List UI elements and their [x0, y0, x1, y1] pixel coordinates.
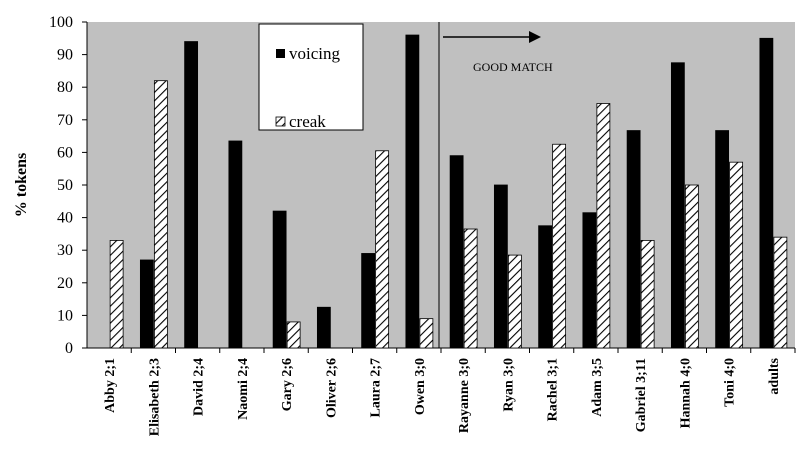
- bar-group: [109, 34, 796, 353]
- y-axis-ticks: 0 10 20 30 40 50 60 70 80 90 100: [49, 14, 87, 357]
- y-tick-label: 100: [49, 14, 73, 31]
- bar-voicing: [759, 37, 774, 349]
- bar-creak: [684, 184, 699, 349]
- bar-creak: [153, 80, 168, 349]
- bar-voicing: [715, 130, 730, 349]
- bar-voicing: [582, 212, 597, 349]
- x-category-label: Toni 4;0: [723, 358, 738, 407]
- bar-creak: [109, 240, 124, 349]
- x-category-label: Gary 2;6: [280, 358, 295, 411]
- legend-swatch-voicing: [276, 49, 285, 58]
- x-category-label: Rachel 3;1: [546, 358, 561, 421]
- legend-label-voicing: voicing: [289, 44, 340, 63]
- x-category-label: Abby 2;1: [103, 358, 118, 413]
- bar-voicing: [184, 41, 199, 349]
- bar-creak: [463, 228, 478, 349]
- y-tick-label: 20: [57, 275, 73, 292]
- legend-label-creak: creak: [289, 112, 326, 131]
- bar-creak: [286, 321, 301, 349]
- x-category-label: Gabriel 3;11: [634, 358, 649, 432]
- y-tick-label: 80: [57, 79, 73, 96]
- bar-voicing: [626, 130, 641, 349]
- y-tick-label: 40: [57, 210, 73, 227]
- x-category-label: Elisabeth 2;3: [147, 358, 162, 436]
- bar-creak: [773, 236, 788, 349]
- x-category-label: Laura 2;7: [369, 358, 384, 418]
- y-tick-label: 50: [57, 177, 73, 194]
- y-tick-label: 90: [57, 47, 73, 64]
- legend-box: [258, 23, 364, 131]
- legend: voicing creak: [258, 23, 364, 131]
- bar-creak: [729, 161, 744, 349]
- bar-voicing: [405, 34, 420, 349]
- y-axis-label: % tokens: [13, 153, 30, 217]
- x-category-label: Ryan 3;0: [501, 358, 516, 412]
- bar-creak: [419, 318, 434, 349]
- x-category-label: Rayanne 3;0: [457, 358, 472, 433]
- good-match-label: GOOD MATCH: [473, 60, 553, 74]
- bar-voicing: [272, 210, 287, 349]
- bar-creak: [596, 103, 611, 349]
- x-category-label: Oliver 2;6: [324, 358, 339, 418]
- bar-voicing: [538, 225, 553, 349]
- y-tick-label: 60: [57, 144, 73, 161]
- x-category-label: Hannah 4;0: [678, 358, 693, 428]
- bar-creak: [552, 143, 567, 349]
- y-tick-label: 10: [57, 307, 73, 324]
- y-tick-label: 0: [65, 340, 73, 357]
- good-match-annotation: GOOD MATCH: [443, 31, 553, 74]
- y-tick-label: 70: [57, 112, 73, 129]
- bar-creak: [640, 240, 655, 349]
- bar-creak: [375, 150, 390, 349]
- x-category-label: Adam 3;5: [590, 358, 605, 417]
- bar-voicing: [139, 259, 154, 349]
- bar-voicing: [449, 155, 464, 349]
- x-category-label: adults: [767, 357, 782, 394]
- x-category-label: Naomi 2;4: [236, 358, 251, 420]
- y-tick-label: 30: [57, 242, 73, 259]
- x-axis-labels: Abby 2;1 Elisabeth 2;3 David 2;4 Naomi 2;4 G…: [103, 357, 782, 436]
- x-category-label: Owen 3;0: [413, 358, 428, 415]
- bar-voicing: [228, 140, 243, 349]
- bar-voicing: [361, 253, 376, 349]
- x-category-label: David 2;4: [192, 358, 207, 416]
- bar-voicing: [316, 306, 331, 349]
- bar-voicing: [493, 184, 508, 349]
- legend-swatch-creak: [275, 116, 286, 127]
- bar-creak: [507, 254, 522, 349]
- good-match-arrowhead: [529, 31, 541, 43]
- bar-voicing: [670, 62, 685, 349]
